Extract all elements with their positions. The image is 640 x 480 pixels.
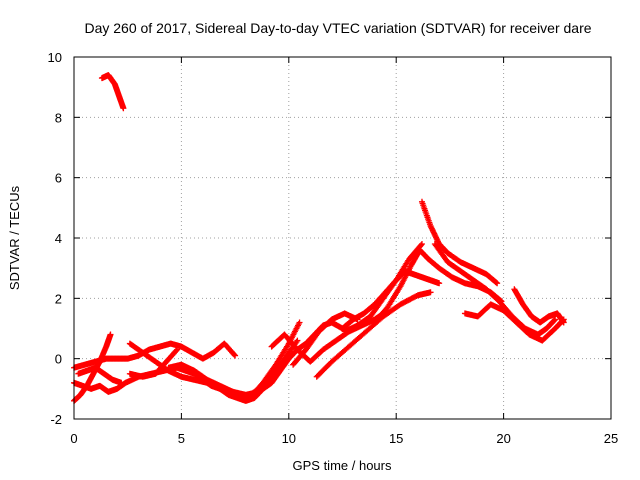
data-point xyxy=(296,319,303,326)
data-point xyxy=(173,347,180,354)
y-tick-label: 6 xyxy=(55,171,62,186)
data-point xyxy=(560,319,567,326)
x-tick-label: 0 xyxy=(70,431,77,446)
data-point xyxy=(436,280,443,287)
series-pass-e xyxy=(75,364,125,386)
data-point xyxy=(418,242,425,249)
series-pass-a xyxy=(98,72,127,112)
series-pass-i xyxy=(247,319,303,401)
y-tick-label: 4 xyxy=(55,231,62,246)
y-axis-label: SDTVAR / TECUs xyxy=(7,185,22,290)
y-axis-ticks: -2 0 2 4 6 8 10 xyxy=(48,50,611,427)
series-pass-o xyxy=(418,198,501,287)
series-pass-b xyxy=(71,268,443,404)
y-tick-label: 10 xyxy=(48,50,62,65)
chart-title: Day 260 of 2017, Sidereal Day-to-day VTE… xyxy=(84,20,591,36)
y-tick-label: 0 xyxy=(55,352,62,367)
data-point xyxy=(293,338,300,345)
series-pass-q xyxy=(461,301,567,344)
x-tick-label: 10 xyxy=(282,431,296,446)
data-point xyxy=(427,289,434,296)
data-point xyxy=(418,241,425,248)
x-axis-ticks: 0 5 10 15 20 25 xyxy=(70,57,618,446)
y-tick-label: -2 xyxy=(50,412,62,427)
series-pass-r xyxy=(511,286,567,326)
data-point xyxy=(232,352,239,359)
y-tick-label: 2 xyxy=(55,291,62,306)
series-pass-m xyxy=(341,241,425,335)
x-tick-label: 15 xyxy=(389,431,403,446)
data-point xyxy=(294,337,301,344)
x-tick-label: 5 xyxy=(178,431,185,446)
data-point xyxy=(174,346,181,353)
grid xyxy=(74,57,611,419)
series-pass-l xyxy=(313,289,434,380)
series-pass-g xyxy=(126,346,181,380)
x-axis-label: GPS time / hours xyxy=(293,458,392,473)
series-pass-k xyxy=(290,310,361,368)
y-tick-label: 8 xyxy=(55,110,62,125)
data-point xyxy=(231,351,238,358)
data-point xyxy=(107,331,114,338)
data-point xyxy=(118,379,125,386)
data-point xyxy=(354,316,361,323)
data-point xyxy=(120,105,127,112)
data-point xyxy=(552,316,559,323)
x-tick-label: 25 xyxy=(604,431,618,446)
data-point xyxy=(494,280,501,287)
series-pass-d xyxy=(71,331,114,404)
x-tick-label: 20 xyxy=(496,431,510,446)
series-pass-h xyxy=(165,361,262,398)
